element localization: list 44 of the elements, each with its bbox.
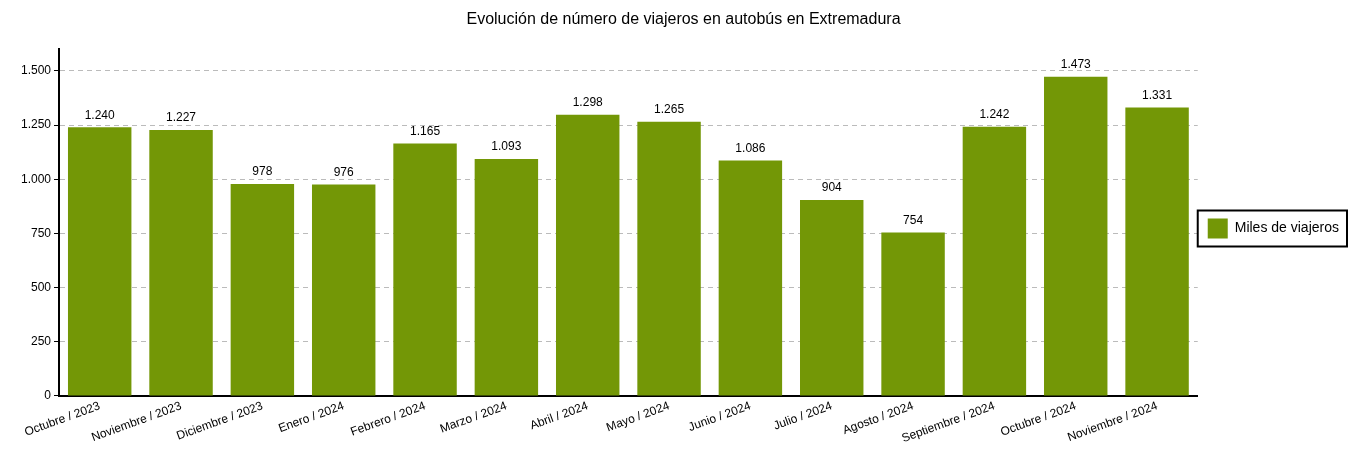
x-tick-label: Mayo / 2024 [604, 398, 672, 435]
data-label: 904 [821, 180, 843, 195]
x-tick-label: Junio / 2024 [686, 398, 753, 434]
data-label: 1.265 [654, 102, 685, 117]
data-label: 1.240 [84, 107, 116, 122]
y-tick-label: 0 [44, 388, 52, 403]
bar [962, 126, 1027, 396]
y-tick-label: 1.250 [21, 117, 52, 132]
data-label: 1.242 [979, 107, 1010, 122]
x-tick-label: Enero / 2024 [276, 398, 347, 436]
x-tick-label: Abril / 2024 [528, 398, 591, 433]
y-tick-label: 750 [31, 225, 52, 240]
y-tick-label: 250 [31, 334, 52, 349]
y-tick-label: 1.500 [21, 63, 52, 78]
data-label: 978 [252, 164, 273, 179]
bar [800, 200, 864, 396]
data-label: 1.086 [735, 140, 766, 155]
y-tick-label: 1.000 [21, 171, 52, 186]
bar [718, 160, 783, 396]
data-label: 1.165 [410, 123, 441, 138]
data-label: 754 [903, 212, 924, 227]
bar [67, 127, 132, 396]
bar [311, 184, 376, 396]
chart-title: Evolución de número de viajeros en autobús en Extremadura [466, 10, 901, 28]
data-label: 1.331 [1142, 87, 1173, 102]
bar [230, 183, 295, 396]
bar [474, 159, 539, 396]
bar [555, 114, 620, 396]
bar [393, 143, 457, 396]
data-label: 1.473 [1060, 57, 1092, 72]
x-tick-label: Marzo / 2024 [437, 398, 509, 436]
y-tick-label: 500 [31, 279, 52, 294]
x-tick-label: Febrero / 2024 [348, 398, 428, 439]
bar [1125, 107, 1189, 396]
bar [637, 121, 701, 396]
data-label: 1.227 [166, 110, 197, 125]
bar [1044, 76, 1108, 396]
data-label: 976 [333, 164, 355, 179]
bar [149, 130, 213, 396]
x-tick-label: Julio / 2024 [771, 398, 835, 433]
legend-label: Miles de viajeros [1234, 219, 1339, 236]
bar [881, 232, 945, 396]
data-label: 1.298 [572, 94, 604, 109]
data-label: 1.093 [491, 139, 522, 154]
